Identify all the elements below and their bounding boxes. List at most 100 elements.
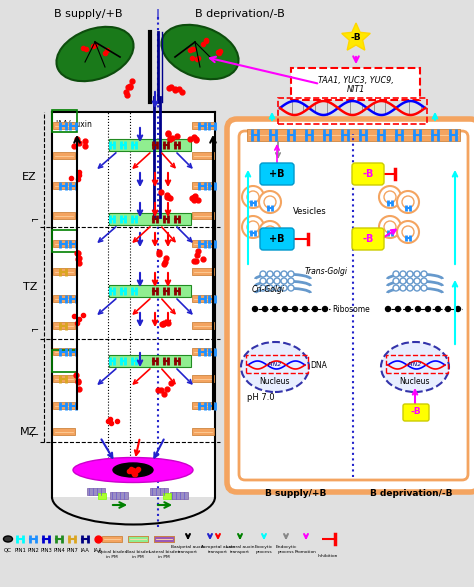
Bar [52,350,77,372]
Text: +B: +B [269,169,285,179]
Text: Inhibition: Inhibition [318,554,338,558]
Ellipse shape [241,342,309,392]
Circle shape [395,306,401,312]
Circle shape [283,306,288,312]
Text: ⌐: ⌐ [31,429,39,439]
Circle shape [273,306,277,312]
Text: Lateral auxin
transport: Lateral auxin transport [226,545,254,554]
Ellipse shape [3,536,12,542]
Text: Basi bisdes
in PM: Basi bisdes in PM [126,551,150,559]
Text: Nucleus: Nucleus [260,377,290,386]
Bar [278,98,427,124]
Text: Vesicles: Vesicles [293,207,327,217]
Bar [192,240,214,247]
Bar [53,295,75,302]
Ellipse shape [56,27,134,81]
Text: -B: -B [362,234,374,244]
Bar [192,268,214,275]
Circle shape [267,278,273,284]
Polygon shape [342,23,370,50]
Circle shape [393,271,399,277]
Bar [109,355,191,367]
Circle shape [379,186,401,208]
Circle shape [402,196,414,208]
Bar [109,139,191,151]
Circle shape [274,278,280,284]
Text: ⌐: ⌐ [31,214,39,224]
Text: Ribosome: Ribosome [332,305,370,313]
Circle shape [400,271,406,277]
Circle shape [322,306,328,312]
Circle shape [242,216,264,238]
Text: B deprivation/-B: B deprivation/-B [371,490,453,498]
Text: Lateral bisdes
in PM: Lateral bisdes in PM [149,551,179,559]
Bar [150,488,168,495]
Text: Endocytic
process: Endocytic process [275,545,297,554]
Bar [154,536,174,542]
Circle shape [414,285,420,291]
Text: IAA: IAA [93,548,102,553]
Circle shape [421,285,427,291]
Circle shape [302,306,308,312]
Text: ⌐: ⌐ [31,324,39,334]
Text: PIN2: PIN2 [268,363,282,367]
Bar [53,152,75,159]
Circle shape [446,306,450,312]
Text: -B: -B [351,32,361,42]
Circle shape [456,306,461,312]
Text: Trans-Golgi: Trans-Golgi [305,268,348,276]
Circle shape [421,278,427,284]
Circle shape [274,271,280,277]
Bar [192,212,214,219]
Text: Exocytic
process: Exocytic process [255,545,273,554]
Text: PIN1: PIN1 [14,548,26,553]
Circle shape [242,186,264,208]
Bar [109,285,191,297]
Circle shape [407,271,413,277]
Circle shape [393,285,399,291]
Bar [192,152,214,159]
Circle shape [259,221,281,243]
Text: -B: -B [410,407,421,417]
Bar [246,355,308,373]
Circle shape [260,285,266,291]
Text: Nucleus: Nucleus [400,377,430,386]
Circle shape [385,306,391,312]
Circle shape [281,285,287,291]
Circle shape [263,306,267,312]
Circle shape [436,306,440,312]
Bar [247,129,460,141]
Bar [192,402,214,409]
Text: B supply/+B: B supply/+B [54,9,122,19]
Circle shape [414,271,420,277]
Circle shape [264,226,276,238]
Text: TZ: TZ [23,282,37,292]
Circle shape [267,285,273,291]
Text: +B: +B [269,234,285,244]
Circle shape [402,226,414,238]
Text: B supply/+B: B supply/+B [264,490,326,498]
FancyBboxPatch shape [352,228,384,250]
Circle shape [288,271,294,277]
Text: IAA: IAA [81,548,90,553]
Bar [53,268,75,275]
Text: EZ: EZ [22,172,37,182]
Bar [192,375,214,382]
Circle shape [312,306,318,312]
Text: DNA: DNA [310,360,327,369]
Circle shape [414,278,420,284]
Text: Basipetal auxin
transport: Basipetal auxin transport [171,545,205,554]
Text: TAA1, YUC3, YUC9,: TAA1, YUC3, YUC9, [318,76,394,85]
Text: PIN4: PIN4 [53,548,65,553]
Circle shape [281,271,287,277]
Bar [192,348,214,355]
Bar [98,493,106,499]
Text: PIN2: PIN2 [408,363,422,367]
Bar [192,428,214,435]
FancyBboxPatch shape [227,119,474,492]
Circle shape [292,306,298,312]
Ellipse shape [73,457,193,483]
Bar [128,536,148,542]
Circle shape [393,278,399,284]
FancyBboxPatch shape [352,163,384,185]
